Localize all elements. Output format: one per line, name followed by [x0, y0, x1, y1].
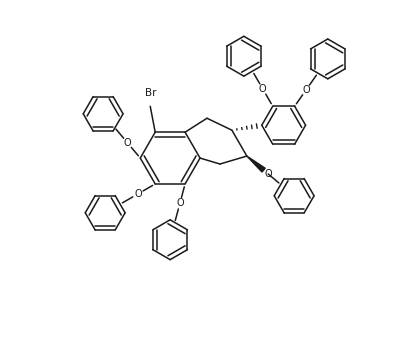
Text: O: O: [134, 189, 142, 199]
Text: Br: Br: [145, 88, 157, 98]
Text: O: O: [123, 138, 131, 148]
Polygon shape: [247, 156, 265, 172]
Text: O: O: [302, 85, 310, 95]
Text: O: O: [176, 198, 184, 208]
Text: O: O: [259, 84, 266, 94]
Text: O: O: [264, 169, 272, 179]
